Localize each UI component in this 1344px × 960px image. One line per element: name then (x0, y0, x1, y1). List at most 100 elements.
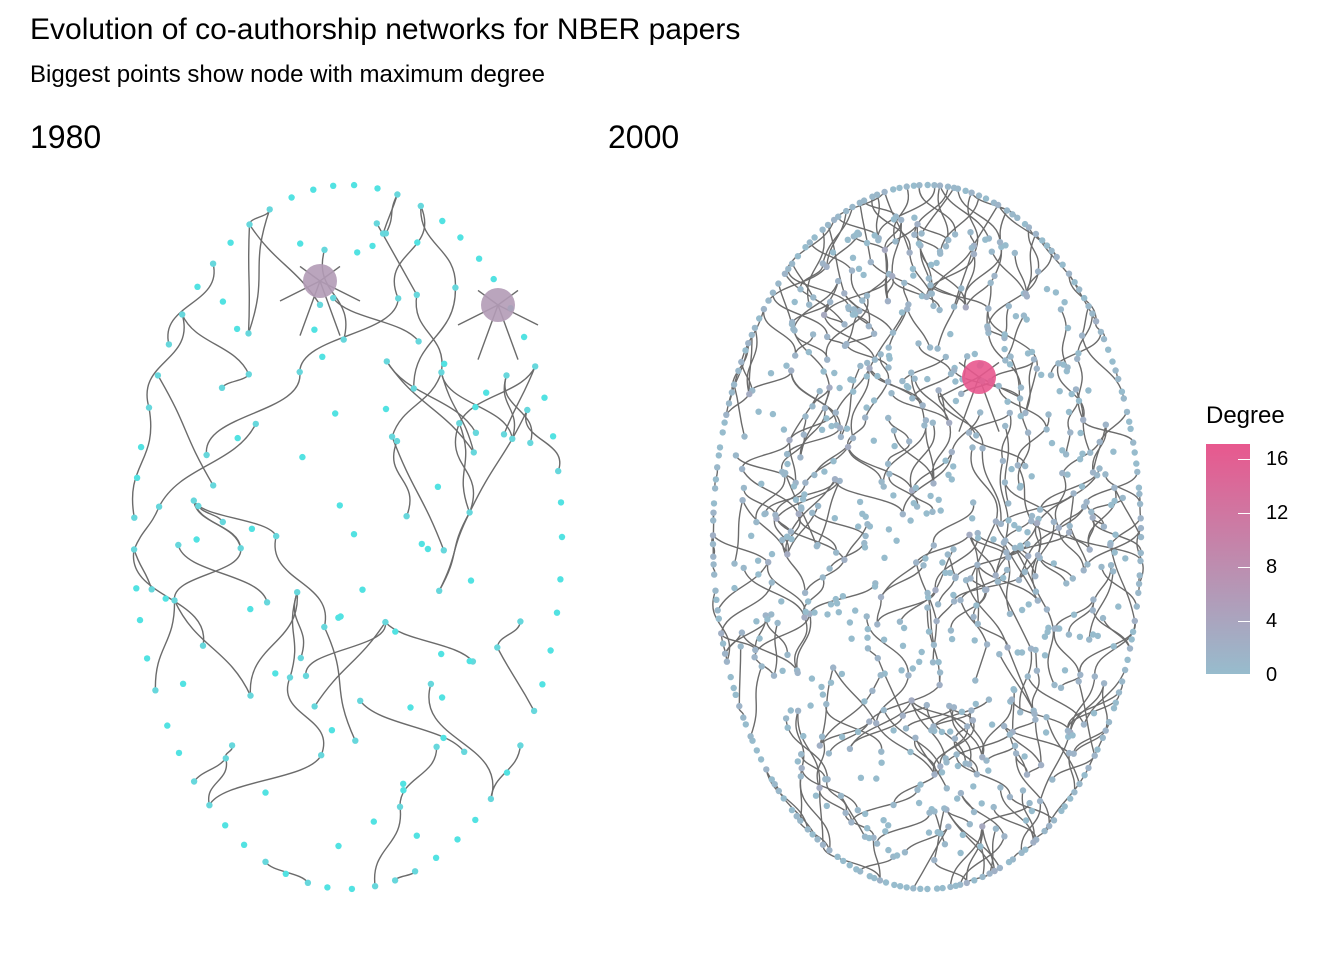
edge (1009, 356, 1029, 433)
network-node (844, 443, 852, 451)
legend-title: Degree (1206, 402, 1285, 429)
network-node (738, 358, 745, 366)
network-node (318, 752, 325, 759)
edge (816, 480, 841, 546)
edge (1058, 527, 1085, 571)
network-node (1089, 310, 1096, 317)
network-node (917, 885, 924, 892)
edge (712, 534, 769, 563)
network-node (811, 609, 818, 616)
network-node (830, 458, 837, 465)
network-node (869, 687, 876, 694)
edge (872, 837, 881, 881)
network-node (951, 231, 959, 238)
network-node (541, 394, 548, 401)
network-node (889, 272, 896, 280)
network-node (1075, 350, 1082, 357)
network-node (175, 541, 182, 549)
network-node (942, 243, 950, 250)
network-node (709, 540, 717, 548)
network-node (1110, 643, 1117, 650)
network-node (246, 221, 253, 228)
network-node (930, 542, 937, 549)
edge (712, 590, 731, 662)
network-node (1011, 521, 1018, 529)
network-node (819, 226, 826, 233)
network-node (830, 664, 837, 671)
edge (826, 779, 848, 814)
network-node (1089, 469, 1097, 476)
edge (931, 422, 952, 484)
edge (158, 423, 257, 508)
edge (221, 373, 250, 389)
network-node (1065, 631, 1073, 638)
network-node (804, 598, 812, 605)
edge (918, 185, 956, 235)
network-node (736, 702, 743, 710)
network-node (1135, 484, 1143, 491)
edge (787, 268, 850, 309)
network-node (881, 188, 888, 196)
network-node (794, 669, 801, 677)
network-node (1014, 462, 1021, 469)
network-node (1118, 388, 1126, 395)
edge (950, 589, 986, 631)
legend-label-12: 12 (1266, 502, 1289, 524)
network-node (457, 234, 464, 241)
edge (1003, 725, 1042, 766)
network-node (754, 557, 762, 564)
network-node (788, 321, 796, 328)
edge (1014, 252, 1028, 297)
network-node (1105, 718, 1113, 726)
network-node (1137, 515, 1144, 522)
edge (399, 746, 438, 807)
network-node (882, 828, 889, 835)
network-node (1071, 789, 1078, 796)
edge (753, 613, 811, 658)
network-node (171, 597, 178, 604)
network-node (934, 601, 942, 608)
edge (392, 440, 411, 517)
edge (876, 589, 937, 625)
legend-tick-8 (1238, 567, 1250, 568)
network-node (853, 866, 860, 873)
edge (733, 500, 744, 564)
network-node (992, 825, 1000, 832)
network-node (838, 733, 846, 741)
network-node (735, 367, 742, 374)
network-node (1024, 673, 1032, 680)
network-node (792, 496, 800, 503)
edge (321, 249, 347, 340)
network-node (718, 630, 725, 637)
network-node (532, 363, 539, 370)
edge (972, 616, 1009, 648)
network-node (1078, 332, 1086, 339)
network-node (753, 618, 760, 625)
network-node (1057, 306, 1065, 313)
network-node (1070, 490, 1077, 497)
network-node (433, 743, 440, 750)
edge (911, 370, 955, 399)
network-node (947, 627, 955, 634)
edge (289, 592, 298, 678)
network-node (839, 593, 847, 600)
network-node (950, 463, 957, 470)
edge (741, 439, 791, 470)
network-node (1005, 302, 1012, 310)
network-node (1068, 390, 1075, 398)
network-node (164, 722, 171, 729)
edge (391, 372, 443, 437)
network-node (828, 422, 835, 430)
network-node (1124, 656, 1131, 663)
network-node (1086, 546, 1093, 553)
network-node (273, 532, 280, 540)
edge (1090, 497, 1124, 513)
network-node (882, 879, 890, 886)
network-node (969, 515, 976, 522)
edge (871, 196, 911, 253)
network-node (857, 774, 865, 781)
edge (305, 621, 387, 677)
network-node (977, 843, 984, 850)
network-node (924, 375, 931, 383)
legend-label-0: 0 (1266, 664, 1278, 686)
